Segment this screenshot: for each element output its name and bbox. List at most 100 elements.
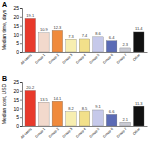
x-tick-label: Group 2 <box>48 127 60 139</box>
tick: Group 6 <box>102 52 114 65</box>
x-tick-label: All cases <box>20 127 33 140</box>
y-tick-label: 25 <box>13 5 19 11</box>
tick: 25 <box>13 5 22 11</box>
tick: Group 2 <box>48 52 60 65</box>
data-label: 6.6 <box>109 109 115 114</box>
y-axis-title: Median cost, USD <box>1 83 7 124</box>
bar <box>39 102 50 126</box>
y-tick-label: 20 <box>13 14 19 20</box>
y-axis-line <box>20 9 23 53</box>
data-label: 14.1 <box>53 96 62 101</box>
x-axis: All casesGroup 1Group 2Group 3Group 4Gro… <box>20 52 148 66</box>
tick: All cases <box>20 52 33 66</box>
bar <box>106 114 117 126</box>
tick: Group 5 <box>89 126 101 139</box>
y-tick-label: 5 <box>16 40 19 46</box>
tick: 20 <box>13 88 22 94</box>
y-axis-title: Median time, days <box>1 9 7 50</box>
x-tick-label: Group 4 <box>75 53 87 65</box>
tick: 5 <box>16 114 22 120</box>
tick: Group 4 <box>75 52 87 65</box>
bar <box>25 18 36 52</box>
bars <box>25 90 144 126</box>
bar <box>25 90 36 126</box>
y-tick <box>20 43 22 44</box>
x-tick-label: All cases <box>20 53 33 66</box>
x-tick-label: Group 5 <box>89 53 101 65</box>
x-tick-label: Group 4 <box>75 127 87 139</box>
data-label: 11.4 <box>135 26 143 31</box>
y-tick-label: 25 <box>13 79 19 85</box>
y-tick-label: 5 <box>16 114 19 120</box>
x-tick-label: Group 2 <box>48 53 60 65</box>
x-tick-label: Other <box>132 126 142 136</box>
y-tick <box>20 126 22 127</box>
bar <box>133 106 144 126</box>
tick: Other <box>132 52 142 62</box>
bar <box>106 41 117 52</box>
bar <box>93 110 104 126</box>
x-tick-label: Group 3 <box>62 127 74 139</box>
data-labels: 19.110.912.37.37.48.66.42.311.4 <box>26 13 143 48</box>
plot: 20.213.514.18.28.59.16.62.111.3051015202… <box>13 79 147 140</box>
y-tick-label: 15 <box>13 97 19 103</box>
panel: 20.213.514.18.28.59.16.62.111.3051015202… <box>1 75 148 140</box>
tick: 0 <box>16 123 22 129</box>
tick: 10 <box>13 32 22 38</box>
panel: 19.110.912.37.37.48.66.42.311.4051015202… <box>1 1 148 66</box>
tick: 10 <box>13 106 22 112</box>
bar <box>93 37 104 52</box>
tick: Group 7 <box>116 126 128 139</box>
tick: 20 <box>13 14 22 20</box>
bar <box>52 101 63 126</box>
y-tick <box>20 8 22 9</box>
x-tick-label: Group 6 <box>102 53 114 65</box>
bar <box>120 122 131 126</box>
data-label: 10.9 <box>40 27 49 32</box>
y-axis: 0 5 10 15 20 25 <box>13 79 22 129</box>
tick: Group 7 <box>116 52 128 65</box>
y-tick <box>20 117 22 118</box>
data-label: 7.4 <box>82 33 88 38</box>
x-tick-label: Group 1 <box>34 53 46 65</box>
tick: All cases <box>20 126 33 140</box>
tick: Group 3 <box>62 52 74 65</box>
tick: 25 <box>13 79 22 85</box>
tick: Group 1 <box>34 126 46 139</box>
y-tick-label: 10 <box>13 32 19 38</box>
data-labels: 20.213.514.18.28.59.16.62.111.3 <box>26 85 143 122</box>
tick: 15 <box>13 23 22 29</box>
y-tick <box>20 17 22 18</box>
panel-title: A <box>2 1 7 8</box>
y-tick <box>20 100 22 101</box>
bar <box>79 111 90 126</box>
data-label: 20.2 <box>26 85 35 90</box>
bar <box>79 39 90 52</box>
tick: 0 <box>16 49 22 55</box>
bars <box>25 18 144 52</box>
data-label: 8.2 <box>68 106 74 111</box>
bar <box>39 33 50 52</box>
y-tick-label: 0 <box>16 49 19 55</box>
bar <box>66 39 77 52</box>
tick: Group 1 <box>34 52 46 65</box>
data-label: 2.1 <box>122 117 128 122</box>
x-tick-label: Group 5 <box>89 127 101 139</box>
x-tick-label: Group 6 <box>102 127 114 139</box>
y-tick <box>20 91 22 92</box>
data-label: 7.3 <box>68 34 74 39</box>
data-label: 9.1 <box>95 104 101 109</box>
bar <box>120 48 131 52</box>
x-tick-label: Group 3 <box>62 53 74 65</box>
tick: Other <box>132 126 142 136</box>
data-label: 8.5 <box>82 106 88 111</box>
data-label: 19.1 <box>26 13 35 18</box>
x-axis: All casesGroup 1Group 2Group 3Group 4Gro… <box>20 126 148 140</box>
data-label: 8.6 <box>95 31 101 36</box>
x-axis-line <box>23 126 148 127</box>
bar <box>133 32 144 52</box>
data-label: 12.3 <box>53 25 62 30</box>
bar <box>66 112 77 126</box>
data-label: 13.5 <box>40 97 49 102</box>
x-tick-label: Group 1 <box>34 127 46 139</box>
